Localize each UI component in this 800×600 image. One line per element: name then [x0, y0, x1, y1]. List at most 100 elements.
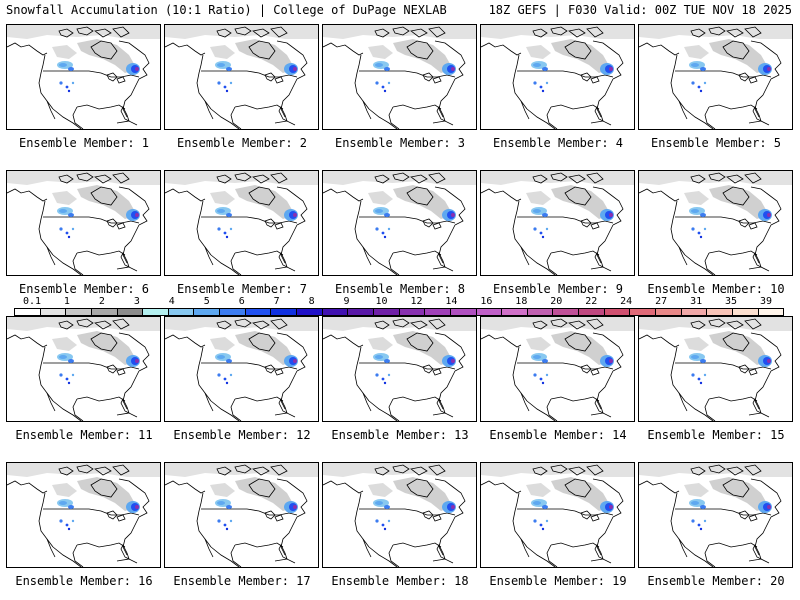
arctic-islands: [532, 464, 604, 476]
great-lakes: [422, 218, 442, 230]
ensemble-member-label: Ensemble Member: 18: [331, 574, 469, 588]
snowfall-rockies: [373, 61, 390, 71]
color-scale-swatch: [553, 309, 580, 315]
hudson-bay: [564, 332, 592, 352]
color-scale-tick-label: 2: [98, 296, 105, 307]
great-lakes: [580, 510, 600, 522]
us-canada-border: [517, 70, 614, 78]
baja: [678, 246, 688, 266]
color-scale-swatch: [143, 309, 169, 315]
color-scale-swatch: [476, 309, 503, 315]
ensemble-member-label: Ensemble Member: 13: [331, 428, 469, 442]
ensemble-member-map: [164, 170, 319, 276]
hudson-bay: [406, 332, 434, 352]
us-canada-border: [517, 508, 614, 516]
florida: [594, 252, 604, 268]
color-scale-bar: [14, 308, 784, 316]
snowfall-northeast: [284, 355, 298, 367]
florida: [594, 398, 604, 414]
cuba: [590, 120, 612, 126]
arctic-islands: [216, 26, 288, 38]
east-coast: [438, 78, 456, 118]
canada-shading-2: [526, 337, 551, 351]
gulf-coast: [234, 250, 284, 256]
great-lakes: [422, 510, 442, 522]
east-coast: [438, 516, 456, 556]
canada-shading-2: [684, 483, 709, 497]
snowfall-northeast: [442, 63, 456, 75]
snowfall-northeast: [284, 209, 298, 221]
ensemble-member-label: Ensemble Member: 3: [334, 136, 466, 150]
cuba: [274, 558, 296, 564]
hudson-bay: [248, 40, 276, 60]
great-lakes: [106, 218, 126, 230]
northern-snow-shading: [481, 317, 634, 331]
snowfall-southwest: [375, 227, 391, 239]
snowfall-rockies: [57, 499, 74, 509]
ensemble-member-map: [6, 170, 161, 276]
snowfall-rockies: [57, 353, 74, 363]
gulf-coast: [234, 104, 284, 110]
canada-shading: [551, 477, 611, 511]
gulf-coast: [234, 542, 284, 548]
florida: [120, 106, 130, 122]
mexico: [52, 252, 84, 275]
cuba: [116, 412, 138, 418]
canada-shading: [235, 185, 295, 219]
mexico: [684, 544, 716, 567]
alaska-coast: [481, 334, 522, 348]
baja: [362, 538, 372, 558]
baja: [520, 246, 530, 266]
east-canada-coast: [434, 478, 466, 518]
color-scale-tick-label: 9: [343, 296, 350, 307]
alaska-coast: [7, 334, 48, 348]
canada-shading: [709, 185, 769, 219]
mexico: [210, 252, 242, 275]
mexico: [368, 398, 400, 421]
cuba: [748, 412, 770, 418]
baja: [520, 100, 530, 120]
florida: [594, 106, 604, 122]
us-canada-border: [675, 70, 772, 78]
florida: [120, 398, 130, 414]
east-canada-coast: [118, 478, 150, 518]
east-coast: [122, 516, 140, 556]
us-canada-border: [675, 362, 772, 370]
snowfall-rockies: [373, 207, 390, 217]
alaska-coast: [639, 188, 680, 202]
alaska-coast: [639, 480, 680, 494]
canada-shading-2: [684, 191, 709, 205]
great-lakes: [264, 364, 284, 376]
northern-snow-shading: [7, 463, 160, 477]
cuba: [590, 266, 612, 272]
cuba: [116, 266, 138, 272]
arctic-islands: [532, 318, 604, 330]
east-coast: [754, 516, 772, 556]
arctic-islands: [690, 172, 762, 184]
alaska-coast: [165, 480, 206, 494]
ensemble-member-label: Ensemble Member: 5: [650, 136, 782, 150]
color-scale-tick-label: 35: [725, 296, 738, 307]
ensemble-member-map: [322, 462, 477, 568]
alaska-coast: [165, 42, 206, 56]
snowfall-southwest: [533, 227, 549, 239]
ensemble-member-label: Ensemble Member: 11: [15, 428, 153, 442]
arctic-islands: [216, 464, 288, 476]
east-canada-coast: [276, 332, 308, 372]
canada-shading: [393, 331, 453, 365]
alaska-coast: [7, 42, 48, 56]
gulf-coast: [76, 542, 126, 548]
ensemble-member-map: [164, 316, 319, 422]
us-canada-border: [43, 216, 140, 224]
color-scale-tick-label: 12: [410, 296, 423, 307]
east-coast: [754, 78, 772, 118]
snowfall-rockies: [215, 499, 232, 509]
us-canada-border: [201, 508, 298, 516]
mexico: [684, 106, 716, 129]
baja: [46, 246, 56, 266]
canada-shading-2: [368, 45, 393, 59]
snowfall-northeast: [126, 501, 140, 513]
alaska-coast: [639, 42, 680, 56]
mexico: [368, 544, 400, 567]
ensemble-member-map: [480, 24, 635, 130]
